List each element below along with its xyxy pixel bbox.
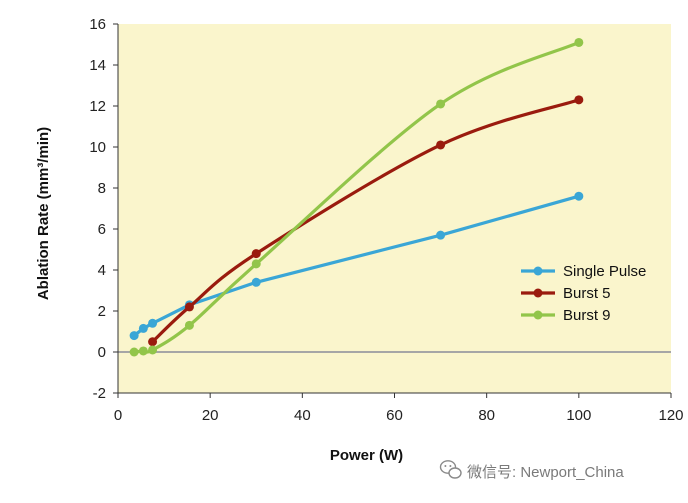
legend-item-burst-5: Burst 5 <box>521 285 611 302</box>
y-tick-label: 10 <box>89 139 106 156</box>
wechat-icon <box>439 460 462 479</box>
plot-background <box>118 24 671 393</box>
legend-swatch-marker <box>533 310 543 320</box>
data-point-single-pulse <box>129 331 139 341</box>
legend-item-single-pulse: Single Pulse <box>521 263 646 280</box>
data-point-single-pulse <box>251 277 261 287</box>
watermark-text: 微信号: Newport_China <box>467 464 624 481</box>
legend-label: Burst 9 <box>563 307 611 324</box>
x-axis-title: Power (W) <box>330 447 403 464</box>
legend-swatch-marker <box>533 266 543 276</box>
series-burst-9 <box>129 37 584 357</box>
y-tick-label: 0 <box>98 344 106 361</box>
x-tick-label: 40 <box>294 407 311 424</box>
y-tick-label: 12 <box>89 98 106 115</box>
data-point-single-pulse <box>436 230 446 240</box>
data-point-single-pulse <box>138 323 148 333</box>
data-point-burst-5 <box>251 249 261 259</box>
data-point-burst-5 <box>436 140 446 150</box>
y-tick-label: -2 <box>93 385 106 402</box>
watermark: 微信号: Newport_China <box>439 460 624 481</box>
data-point-single-pulse <box>148 318 158 328</box>
legend-label: Burst 5 <box>563 285 611 302</box>
data-point-burst-9 <box>148 345 158 355</box>
x-tick-label: 120 <box>658 407 683 424</box>
legend: Single Pulse Burst 5 Burst 9 <box>521 263 646 324</box>
data-point-burst-5 <box>148 337 158 347</box>
data-point-burst-9 <box>574 37 584 47</box>
legend-item-burst-9: Burst 9 <box>521 307 611 324</box>
y-tick-label: 6 <box>98 221 106 238</box>
y-tick-label: 16 <box>89 16 106 33</box>
data-point-burst-5 <box>574 95 584 105</box>
x-tick-label: 20 <box>202 407 219 424</box>
x-tick-label: 0 <box>114 407 122 424</box>
y-tick-label: 8 <box>98 180 106 197</box>
data-point-burst-9 <box>436 99 446 109</box>
data-point-burst-9 <box>251 259 261 269</box>
data-point-burst-9 <box>138 346 148 356</box>
data-point-burst-9 <box>129 347 139 357</box>
data-point-burst-9 <box>184 320 194 330</box>
legend-label: Single Pulse <box>563 263 646 280</box>
x-tick-label: 80 <box>478 407 495 424</box>
x-tick-label: 60 <box>386 407 403 424</box>
x-tick-label: 100 <box>566 407 591 424</box>
data-point-burst-5 <box>184 302 194 312</box>
data-point-single-pulse <box>574 191 584 201</box>
y-tick-label: 14 <box>89 57 106 74</box>
y-tick-label: 2 <box>98 303 106 320</box>
legend-swatch-marker <box>533 288 543 298</box>
y-axis-title: Ablation Rate (mm³/min) <box>35 127 52 300</box>
y-tick-label: 4 <box>98 262 106 279</box>
